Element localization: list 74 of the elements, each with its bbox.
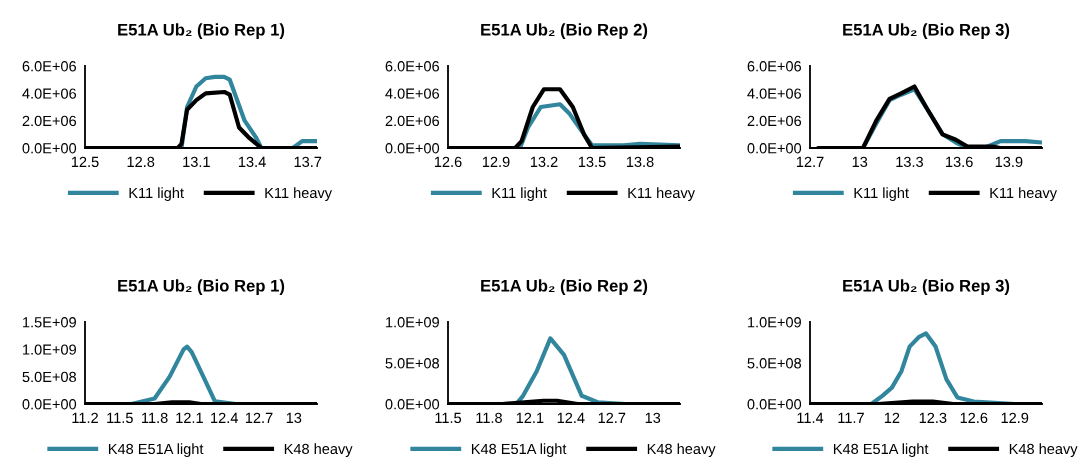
legend-label: K11 light [492, 187, 547, 201]
chart-title: E51A Ub₂ (Bio Rep 1) [118, 279, 285, 295]
x-tick-label: 13.5 [578, 156, 606, 168]
x-tick-label: 11.7 [838, 412, 864, 423]
y-tick-label: 6.0E+06 [22, 61, 77, 72]
legend-label: K11 heavy [628, 187, 695, 201]
legend-label: K11 light [129, 187, 184, 201]
x-tick-label: 11.8 [476, 412, 502, 424]
x-tick-label: 13 [852, 156, 868, 168]
x-tick-label: 13.1 [183, 156, 210, 168]
legend-label: K48 heavy [1009, 443, 1078, 457]
chart-title: E51A Ub₂ (Bio Rep 2) [481, 279, 648, 295]
x-tick-label: 13.4 [238, 156, 266, 168]
x-tick-label: 12 [884, 412, 900, 423]
x-tick-label: 13.9 [995, 156, 1023, 168]
chart-title: E51A Ub₂ (Bio Rep 3) [843, 279, 1010, 295]
legend-label: K48 E51A light [471, 443, 567, 457]
x-tick-label: 12.7 [598, 412, 626, 423]
y-tick-label: 2.0E+06 [385, 115, 440, 127]
legend-label: K48 E51A light [108, 443, 204, 457]
x-tick-label: 11.8 [142, 412, 168, 424]
x-tick-label: 12.9 [1001, 412, 1029, 424]
chart-title: E51A Ub₂ (Bio Rep 2) [481, 23, 648, 39]
x-tick-label: 13.8 [626, 156, 654, 168]
x-tick-label: 13 [286, 412, 302, 424]
y-tick-label: 1.0E+09 [386, 317, 439, 328]
y-tick-label: 0.0E+00 [385, 399, 440, 410]
x-tick-label: 12.8 [127, 156, 155, 168]
x-tick-label: 12.6 [434, 156, 462, 168]
legend-label: K48 heavy [647, 443, 716, 457]
y-tick-label: 2.0E+06 [747, 115, 802, 127]
legend-label: K48 E51A light [833, 443, 929, 457]
x-tick-label: 11.5 [435, 412, 462, 424]
y-tick-label: 0.0E+00 [385, 143, 440, 154]
x-tick-label: 11.5 [107, 412, 133, 424]
y-tick-label: 6.0E+06 [747, 61, 802, 72]
y-tick-label: 1.0E+09 [748, 317, 801, 328]
y-tick-label: 0.0E+00 [22, 399, 77, 410]
y-tick-label: 4.0E+06 [385, 88, 440, 99]
y-tick-label: 0.0E+00 [747, 399, 802, 410]
x-tick-label: 12.7 [796, 156, 824, 167]
x-tick-label: 12.7 [245, 412, 273, 423]
x-tick-label: 12.3 [919, 412, 947, 424]
chart-title: E51A Ub₂ (Bio Rep 3) [843, 23, 1010, 39]
x-tick-label: 13.7 [294, 156, 322, 168]
x-tick-label: 12.4 [211, 412, 238, 423]
y-tick-label: 1.0E+09 [23, 344, 76, 355]
legend-label: K11 light [854, 187, 909, 201]
chart-title: E51A Ub₂ (Bio Rep 1) [118, 23, 285, 39]
y-tick-label: 1.5E+09 [23, 317, 76, 328]
x-tick-label: 13 [645, 412, 661, 424]
x-tick-label: 13.2 [530, 156, 558, 168]
x-tick-label: 11.4 [797, 412, 824, 423]
y-tick-label: 2.0E+06 [22, 115, 77, 127]
y-tick-label: 5.0E+08 [22, 371, 77, 383]
legend-label: K48 heavy [284, 443, 353, 457]
y-tick-label: 5.0E+08 [747, 358, 802, 369]
x-tick-label: 12.5 [71, 156, 99, 168]
legend-label: K11 heavy [265, 187, 332, 201]
y-tick-label: 5.0E+08 [385, 358, 440, 369]
x-tick-label: 12.4 [557, 412, 585, 423]
y-tick-label: 4.0E+06 [22, 88, 77, 99]
legend-label: K11 heavy [990, 187, 1057, 201]
y-tick-label: 0.0E+00 [22, 143, 77, 154]
x-tick-label: 13.6 [946, 156, 973, 168]
y-tick-label: 0.0E+00 [747, 143, 802, 154]
x-tick-label: 12.1 [176, 412, 203, 423]
x-tick-label: 11.2 [72, 412, 98, 423]
y-tick-label: 4.0E+06 [747, 88, 802, 99]
x-tick-label: 12.1 [516, 412, 544, 423]
y-tick-label: 6.0E+06 [385, 61, 440, 72]
x-tick-label: 12.6 [960, 412, 988, 424]
x-tick-label: 12.9 [482, 156, 510, 168]
x-tick-label: 13.3 [896, 156, 923, 168]
